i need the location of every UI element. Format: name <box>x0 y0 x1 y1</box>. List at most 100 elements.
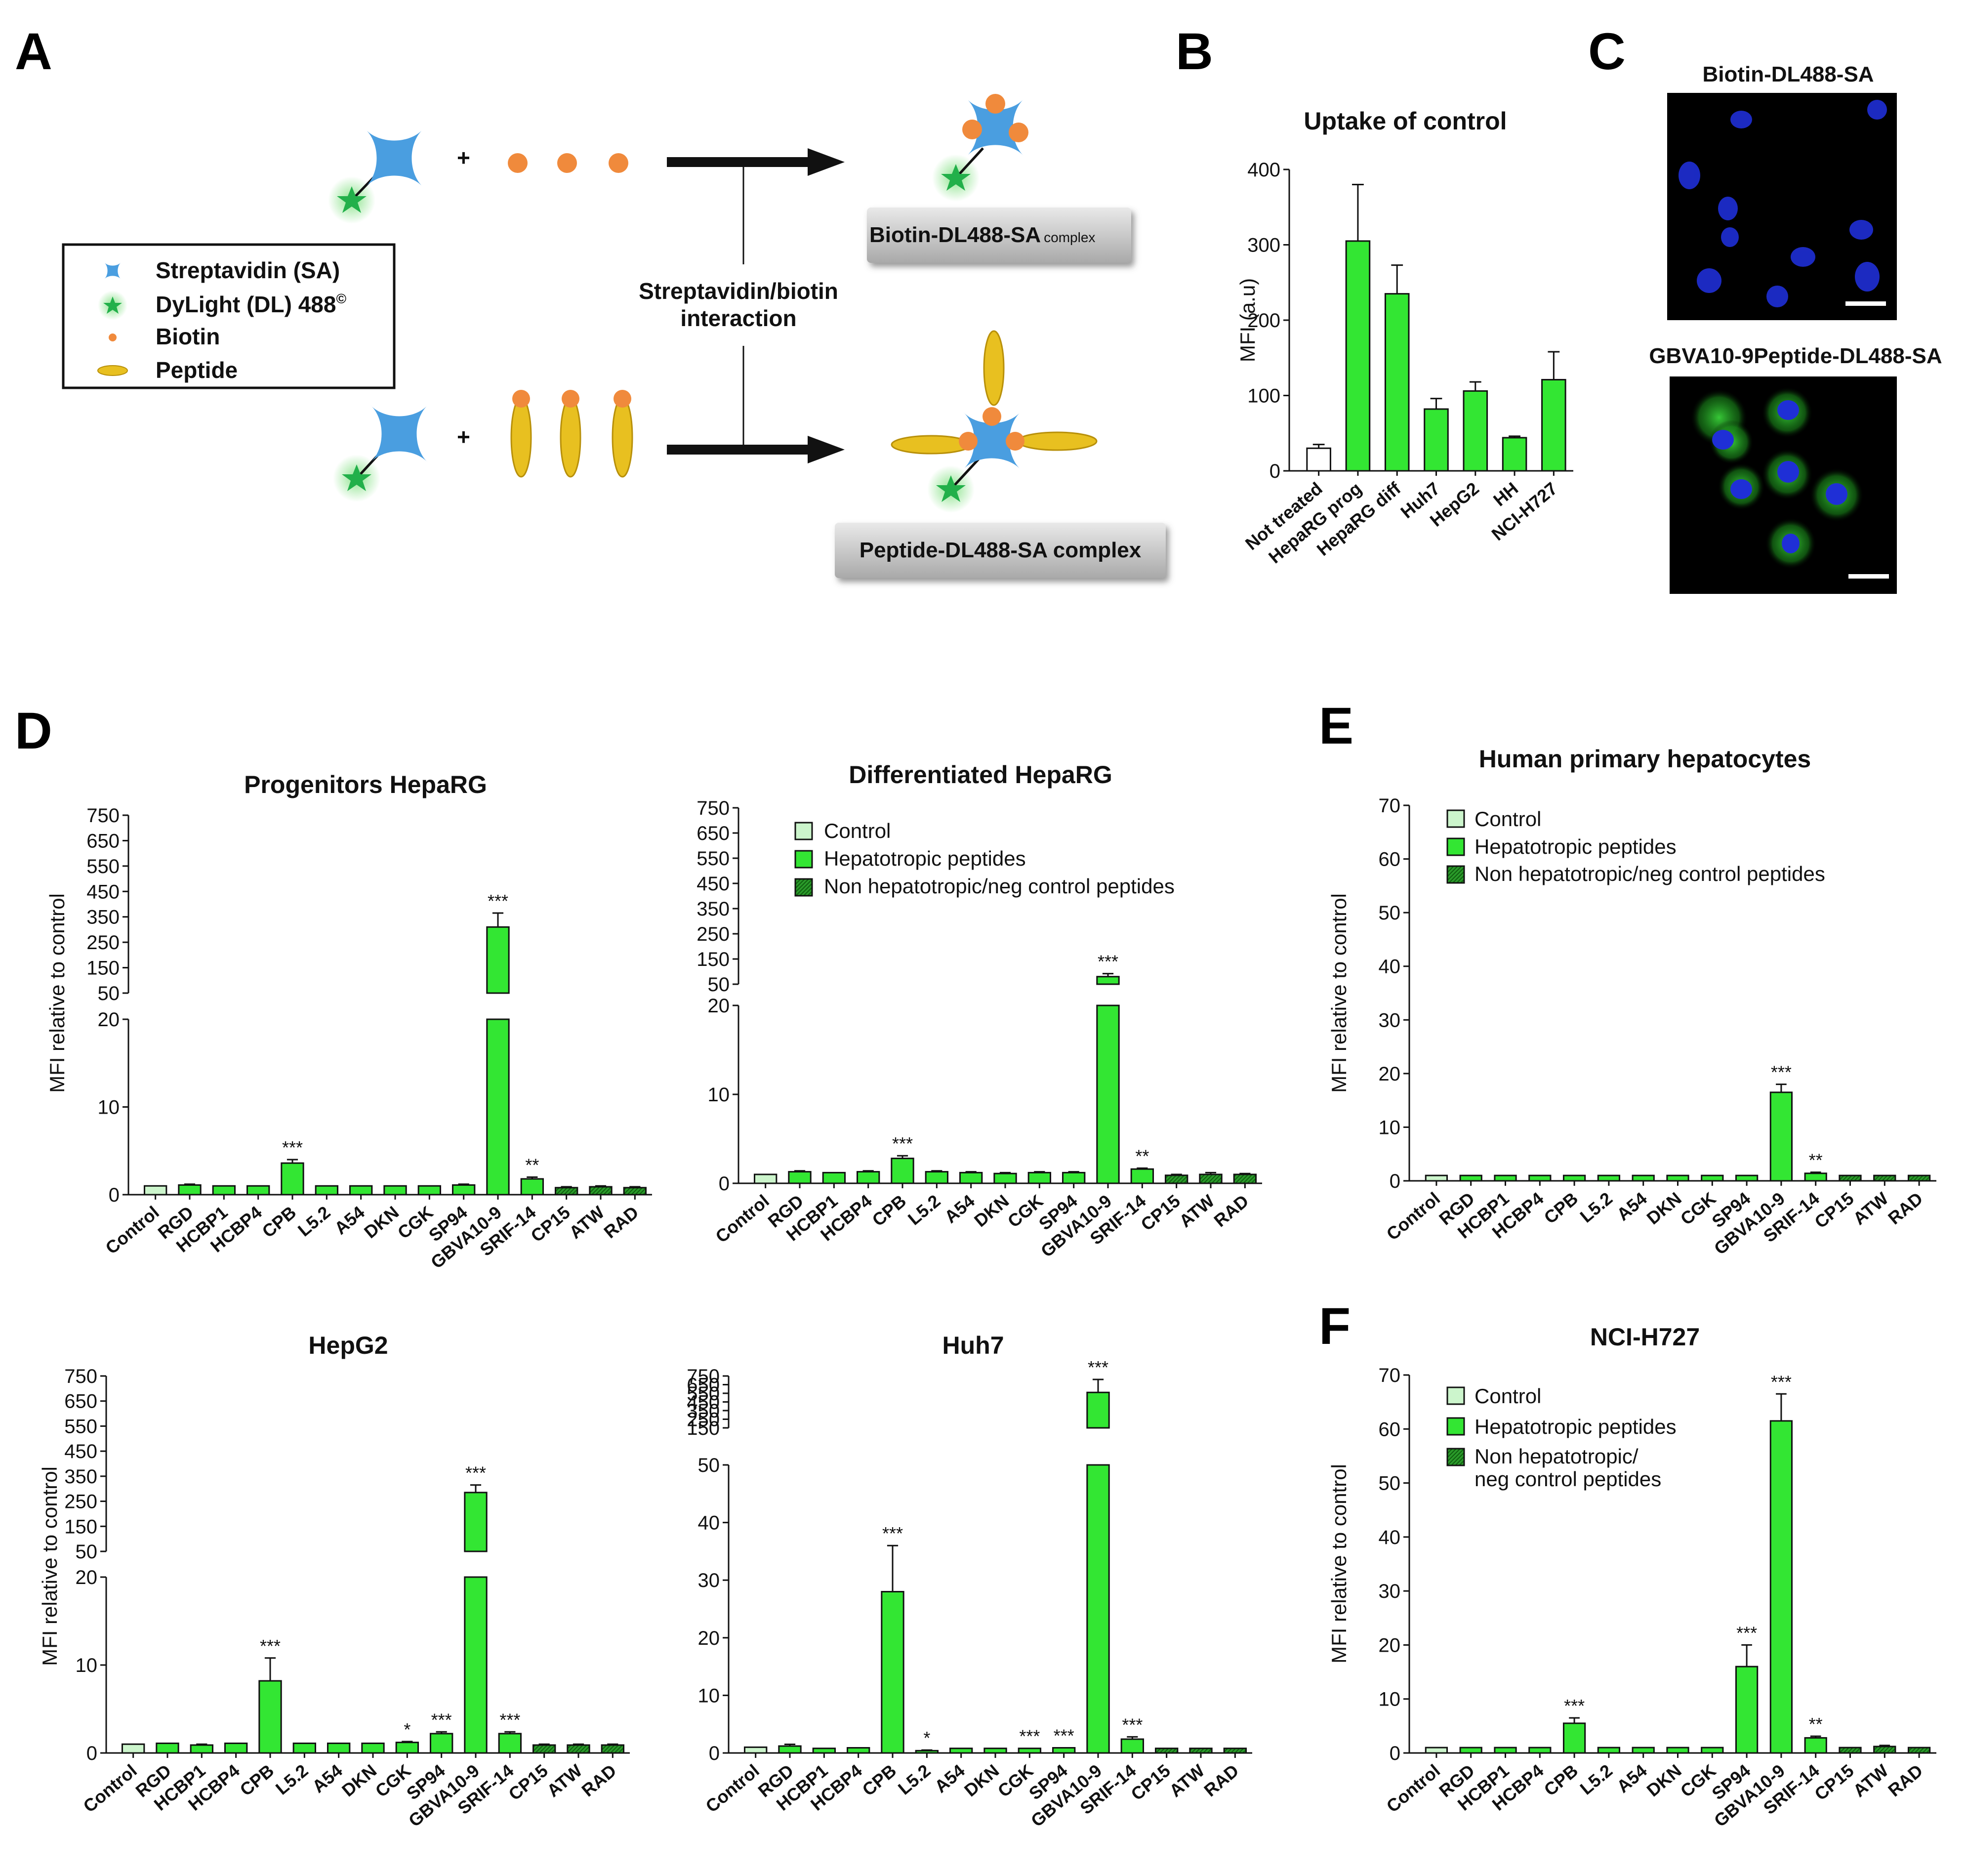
micro-title-bottom: GBVA10-9Peptide-DL488-SA <box>1649 344 1942 368</box>
bar <box>1666 1747 1689 1754</box>
y-tick-label: 550 <box>86 856 120 877</box>
x-tick-label: CP15 <box>1810 1760 1857 1804</box>
bar <box>601 1744 625 1754</box>
bar <box>788 1171 812 1184</box>
y-tick-label: 750 <box>696 797 730 819</box>
x-tick-label: L5.2 <box>1576 1760 1616 1799</box>
bar <box>143 1185 167 1196</box>
bar <box>532 1744 556 1754</box>
biotin-dot <box>609 153 628 173</box>
x-tick-label: ATW <box>1175 1191 1218 1231</box>
x-tick-label: CP15 <box>527 1202 573 1246</box>
y-tick-label: 60 <box>1379 1418 1401 1440</box>
y-tick-label: 0 <box>1390 1170 1400 1192</box>
bar <box>212 1185 236 1196</box>
x-tick-label: DKN <box>338 1760 380 1801</box>
legend-swatch-control <box>1446 1386 1465 1405</box>
bar <box>1425 1174 1448 1182</box>
scale-bar-top <box>1845 301 1886 306</box>
bar <box>1062 1171 1086 1184</box>
legend-label-nonhep: Non hepatotropic/neg control peptides <box>1474 862 1825 885</box>
peptide-sa-complex-icon <box>891 330 1098 513</box>
chart-title: Huh7 <box>942 1332 1004 1359</box>
y-tick-label: 300 <box>1247 235 1280 256</box>
chart-f-nci-h727: NCI-H727 0 10 20 30 40 50 60 70 MFI relative to c… <box>1327 1323 1936 1831</box>
schematic-legend-label: Peptide <box>156 357 238 383</box>
y-tick-label: 10 <box>98 1097 120 1119</box>
x-tick-label: CPB <box>236 1760 278 1800</box>
bar <box>190 1744 214 1754</box>
micro-title-top: Biotin-DL488-SA <box>1702 62 1874 86</box>
y-tick-label: 750 <box>687 1366 720 1387</box>
bar <box>959 1171 983 1184</box>
legend-label-control: Control <box>1474 807 1541 831</box>
interaction-label-line1: Streptavidin/biotin <box>639 278 838 304</box>
significance-label: * <box>404 1719 410 1740</box>
y-tick-label: 550 <box>687 1383 720 1405</box>
y-tick-label: 60 <box>1379 849 1401 871</box>
scale-bar-bottom <box>1848 574 1889 579</box>
bar <box>417 1185 442 1196</box>
schematic-legend-label: Biotin <box>156 324 220 349</box>
bar <box>361 1742 385 1754</box>
bar <box>1463 390 1488 472</box>
biotin-sa-complex-icon <box>932 94 1028 202</box>
panel-letter-c: C <box>1588 23 1626 81</box>
bar <box>993 1172 1017 1184</box>
significance-label: *** <box>1771 1062 1792 1083</box>
significance-label: *** <box>1771 1372 1792 1392</box>
bar <box>925 1171 949 1184</box>
x-tick-label: CP15 <box>1137 1191 1184 1235</box>
x-tick-label: A54 <box>308 1760 346 1797</box>
bar <box>1701 1747 1724 1754</box>
x-tick-label: CPB <box>1540 1188 1582 1228</box>
x-tick-label: ATW <box>1849 1760 1892 1801</box>
y-tick-label: 0 <box>86 1743 97 1764</box>
bar <box>1459 1747 1482 1754</box>
biotinylated-peptide <box>560 390 581 478</box>
x-tick-label: A54 <box>941 1191 979 1227</box>
schematic-legend-label: DyLight (DL) 488© <box>156 291 346 317</box>
y-tick-label: 30 <box>698 1570 720 1591</box>
x-tick-label: CP15 <box>1810 1188 1857 1232</box>
y-tick-label: 450 <box>64 1441 97 1462</box>
bar <box>567 1744 590 1754</box>
y-tick-label: 0 <box>1270 460 1280 482</box>
bar <box>856 1171 880 1184</box>
legend-swatch-control <box>794 822 813 840</box>
y-tick-label: 50 <box>708 974 730 996</box>
legend-swatch-nonhep <box>1446 1448 1465 1466</box>
bar <box>891 1158 914 1184</box>
x-tick-label: CPB <box>258 1202 300 1242</box>
chart-title: Uptake of control <box>1304 107 1507 135</box>
y-tick-label: 20 <box>698 1627 720 1649</box>
x-tick-label: Control <box>711 1191 773 1247</box>
chart-d-progenitors-heparg: Progenitors HepaRG 0 10 20 50 150 250 350 450 550… <box>45 771 652 1273</box>
x-tick-label: L5.2 <box>1576 1188 1616 1227</box>
bar <box>498 1733 522 1754</box>
bar <box>589 1186 613 1196</box>
bar <box>429 1733 453 1754</box>
y-tick-label: 150 <box>86 958 120 979</box>
y-tick-label: 350 <box>86 907 120 928</box>
panel-letter-f: F <box>1319 1297 1351 1355</box>
legend-label-hepatotropic: Hepatotropic peptides <box>1474 1415 1677 1438</box>
bar-upper-segment <box>486 926 510 994</box>
bar <box>1345 240 1371 472</box>
sa-star-bottom <box>333 405 428 502</box>
x-tick-label: A54 <box>1613 1760 1651 1797</box>
bar <box>1873 1174 1896 1182</box>
bar <box>1459 1174 1482 1182</box>
bar <box>1424 408 1449 472</box>
x-tick-label: CPB <box>859 1760 901 1800</box>
y-tick-label: 650 <box>687 1375 720 1396</box>
legend-label-hepatotropic: Hepatotropic peptides <box>824 847 1026 870</box>
x-tick-label: L5.2 <box>272 1760 312 1799</box>
bar <box>315 1185 339 1196</box>
bar <box>753 1173 778 1184</box>
bar <box>258 1680 282 1754</box>
bar <box>1164 1174 1188 1184</box>
x-tick-label: A54 <box>330 1202 369 1239</box>
y-tick-label: 650 <box>64 1391 97 1413</box>
